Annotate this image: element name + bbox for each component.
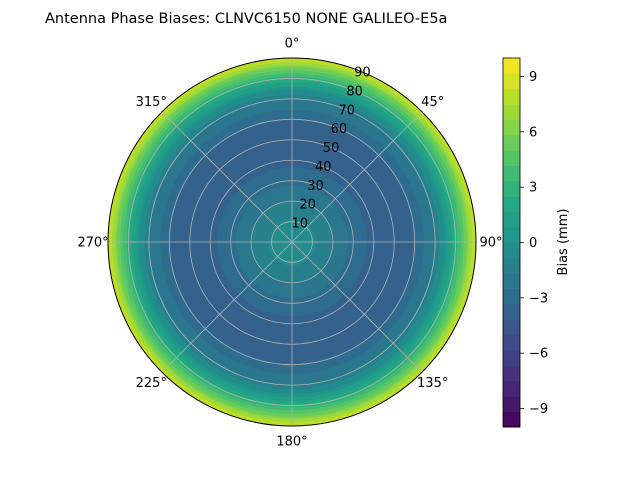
grid-spoke: [161, 111, 293, 243]
colorbar-tick-label: 9: [529, 70, 537, 85]
colorbar-band: [503, 181, 520, 197]
colorbar-tick-label: −6: [529, 347, 548, 362]
azimuth-label: 315°: [136, 95, 167, 110]
colorbar-band: [503, 380, 520, 397]
colorbar: −9 −6 −3 0 3 6 9 Bias (mm): [502, 57, 571, 428]
colorbar-tick-label: −9: [529, 402, 548, 417]
colorbar-band: [503, 411, 520, 428]
colorbar-bands: [503, 58, 520, 428]
colorbar-ticks: −9 −6 −3 0 3 6 9: [520, 70, 548, 417]
azimuth-label: 90°: [479, 236, 502, 251]
colorbar-band: [503, 288, 520, 305]
colorbar-band: [503, 273, 520, 290]
colorbar-tick-label: 0: [529, 236, 537, 251]
colorbar-band: [503, 227, 520, 243]
colorbar-tick-label: 6: [529, 125, 537, 140]
colorbar-tick-label: 3: [529, 181, 537, 196]
colorbar-band: [503, 104, 520, 120]
colorbar-band: [503, 134, 520, 151]
chart-title: Antenna Phase Biases: CLNVC6150 NONE GAL…: [45, 11, 447, 27]
radial-label: 10: [292, 217, 309, 232]
azimuth-label: 0°: [285, 37, 300, 52]
colorbar-band: [503, 119, 520, 136]
colorbar-band: [503, 350, 520, 366]
colorbar-band: [503, 365, 520, 382]
radial-label: 60: [331, 122, 348, 137]
colorbar-band: [503, 150, 520, 167]
radial-label: 40: [315, 160, 332, 175]
azimuth-label: 225°: [136, 376, 167, 391]
colorbar-label: Bias (mm): [556, 209, 571, 276]
azimuth-label: 270°: [77, 236, 108, 251]
colorbar-band: [503, 211, 520, 228]
radial-label: 70: [339, 103, 356, 118]
radial-label: 20: [299, 198, 316, 213]
colorbar-band: [503, 242, 520, 259]
polar-frame: [107, 57, 477, 427]
azimuth-label: 180°: [276, 435, 307, 450]
colorbar-band: [503, 165, 520, 182]
colorbar-band: [503, 73, 520, 90]
radial-label: 90: [354, 66, 371, 81]
azimuth-label: 45°: [421, 95, 444, 110]
colorbar-band: [503, 88, 520, 105]
colorbar-tick-label: −3: [529, 291, 548, 306]
azimuth-label: 135°: [417, 376, 448, 391]
colorbar-band: [503, 304, 520, 320]
azimuth-labels: 0° 45° 90° 135° 180° 225° 270° 315°: [77, 37, 502, 450]
colorbar-band: [503, 257, 520, 274]
colorbar-band: [503, 58, 520, 74]
grid-spoke: [161, 241, 293, 373]
colorbar-band: [503, 196, 520, 213]
grid-spoke: [291, 111, 423, 243]
grid-spoke: [291, 241, 423, 373]
radial-label: 80: [346, 84, 363, 99]
radial-labels: 10 20 30 40 50 60 70 80 90: [292, 66, 371, 232]
colorbar-band: [503, 334, 520, 351]
radial-label: 50: [323, 141, 340, 156]
polar-grid: [107, 57, 477, 427]
colorbar-band: [503, 319, 520, 336]
radial-label: 30: [307, 179, 324, 194]
colorbar-band: [503, 396, 520, 413]
